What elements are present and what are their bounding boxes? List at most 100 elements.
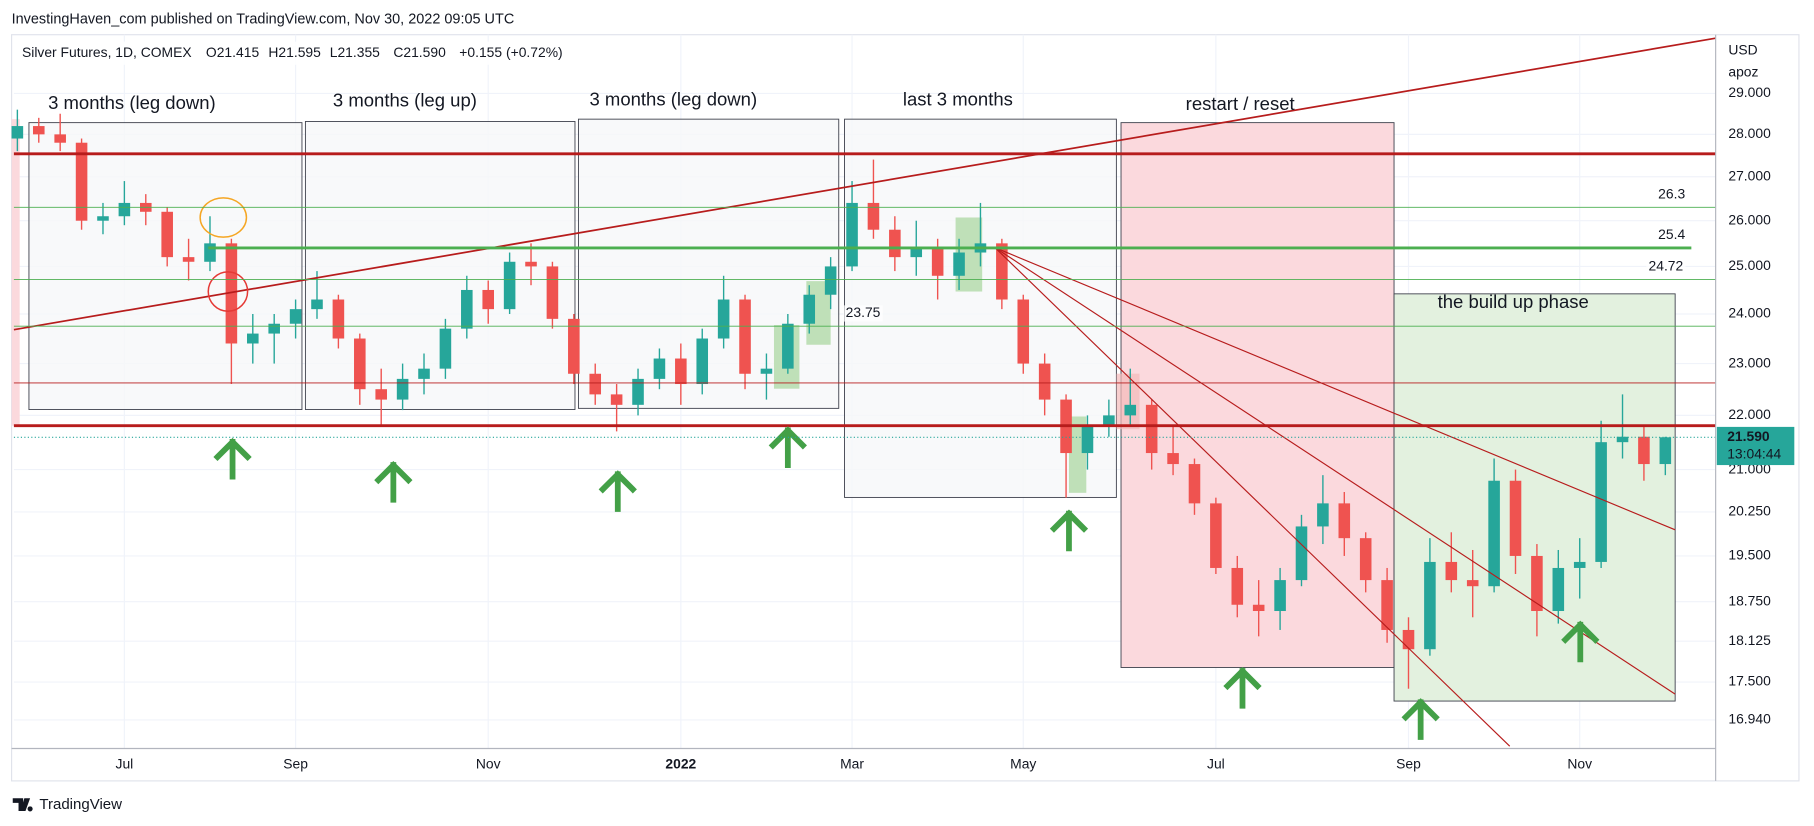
annotation: the build up phase [1438,291,1589,312]
candle-body [375,389,387,400]
candle-body [75,142,88,221]
candle-body [439,328,452,369]
drawings-back [11,118,1676,702]
candle-body [289,309,302,324]
y-tick-label: 24.000 [1728,305,1771,321]
legend-title: Silver Futures, 1D, COMEX [22,44,192,60]
candle-body [1616,436,1629,443]
candle-body [1424,561,1436,650]
candle-body [161,211,173,258]
y-tick-label: 26.000 [1728,211,1771,227]
y-tick-label: 27.000 [1728,167,1771,183]
footer-logo [12,798,33,812]
candle-body [1509,480,1522,556]
candle-body [354,338,366,390]
y-tick-label: 29.000 [1728,84,1771,100]
candle-body [1295,526,1308,581]
candle-body [1595,442,1607,562]
candle-body [846,202,858,267]
candle-body [1573,561,1586,568]
highlight-strip [11,119,20,426]
level-label: 26.3 [1658,185,1685,201]
candle-body [1210,503,1222,568]
candle-body [461,289,473,329]
reset-box [1120,122,1395,668]
trend-line [994,247,1676,531]
candle-body [311,299,323,310]
candle-body [1038,363,1051,400]
candle-body [1188,464,1201,504]
candle-body [118,202,131,217]
candle-body [1252,604,1265,612]
y-tick-label: 22.000 [1728,406,1771,422]
candle-body [653,358,666,379]
level-label-bg [1646,258,1686,275]
candle-body [824,266,837,295]
annotation: last 3 months [903,89,1013,110]
candle-body [1124,404,1137,416]
legend-background [16,41,572,65]
trend-line [13,37,1716,331]
legend-value: H21.595 [268,44,321,60]
candle-body [931,247,944,276]
candle-body [332,299,345,339]
price-tag [1716,426,1795,466]
level-label: 24.72 [1649,257,1684,273]
candle-body [1402,629,1415,650]
candle-body [11,126,24,139]
y-tick-label: 18.750 [1728,592,1771,608]
footer-brand: TradingView [39,796,122,813]
candle-body [225,243,238,344]
period-box [577,118,840,409]
candle-body [1231,567,1244,605]
candles [11,109,1672,689]
candle-body [1274,580,1286,612]
annotation: 3 months (leg down) [48,92,216,113]
candle-body [953,252,965,276]
trend-line [994,247,1676,695]
legend-value: C21.590 [393,44,446,60]
candle-body [889,229,901,258]
candle-body [97,216,109,221]
level-label-bg [1652,186,1692,203]
candle-body [910,247,923,258]
build-up-box [1393,293,1676,702]
candle-body [1338,503,1351,539]
price-tag-countdown: 13:04:44 [1727,445,1781,461]
y-tick-label: 19.500 [1728,547,1771,563]
y-tick-label: 23.000 [1728,354,1771,370]
legend-value: O21.415 [206,44,260,60]
candle-body [867,202,880,230]
y-tick-label: 18.125 [1728,632,1771,648]
x-tick-label: Nov [476,755,501,771]
candle-body [204,243,216,262]
candle-body [396,378,409,400]
candle-body [589,373,602,395]
candle-body [610,394,623,405]
axis-subunit: apoz [1728,64,1758,80]
x-tick-label: 2022 [665,755,696,771]
candle-body [503,261,516,310]
candle-body [1659,437,1672,465]
candle-body [1167,453,1179,465]
publisher-line: InvestingHaven_com published on TradingV… [12,11,515,27]
candle-body [996,243,1008,300]
candle-body [182,257,195,262]
highlight-ellipse [199,197,248,238]
candle-body [1531,555,1543,612]
level-label-bg [1652,227,1692,244]
candle-body [1359,538,1372,581]
price-tag-value: 21.590 [1727,428,1770,444]
candle-body [717,299,730,339]
x-tick-label: Nov [1567,755,1592,771]
candle-body [32,126,45,135]
candle-body [632,378,644,405]
x-tick-label: Mar [840,755,864,771]
candle-body [247,333,259,344]
annotation: 3 months (leg up) [333,90,477,111]
candle-body [1445,561,1458,581]
candle-body [782,323,794,369]
trend-line [994,247,1511,747]
